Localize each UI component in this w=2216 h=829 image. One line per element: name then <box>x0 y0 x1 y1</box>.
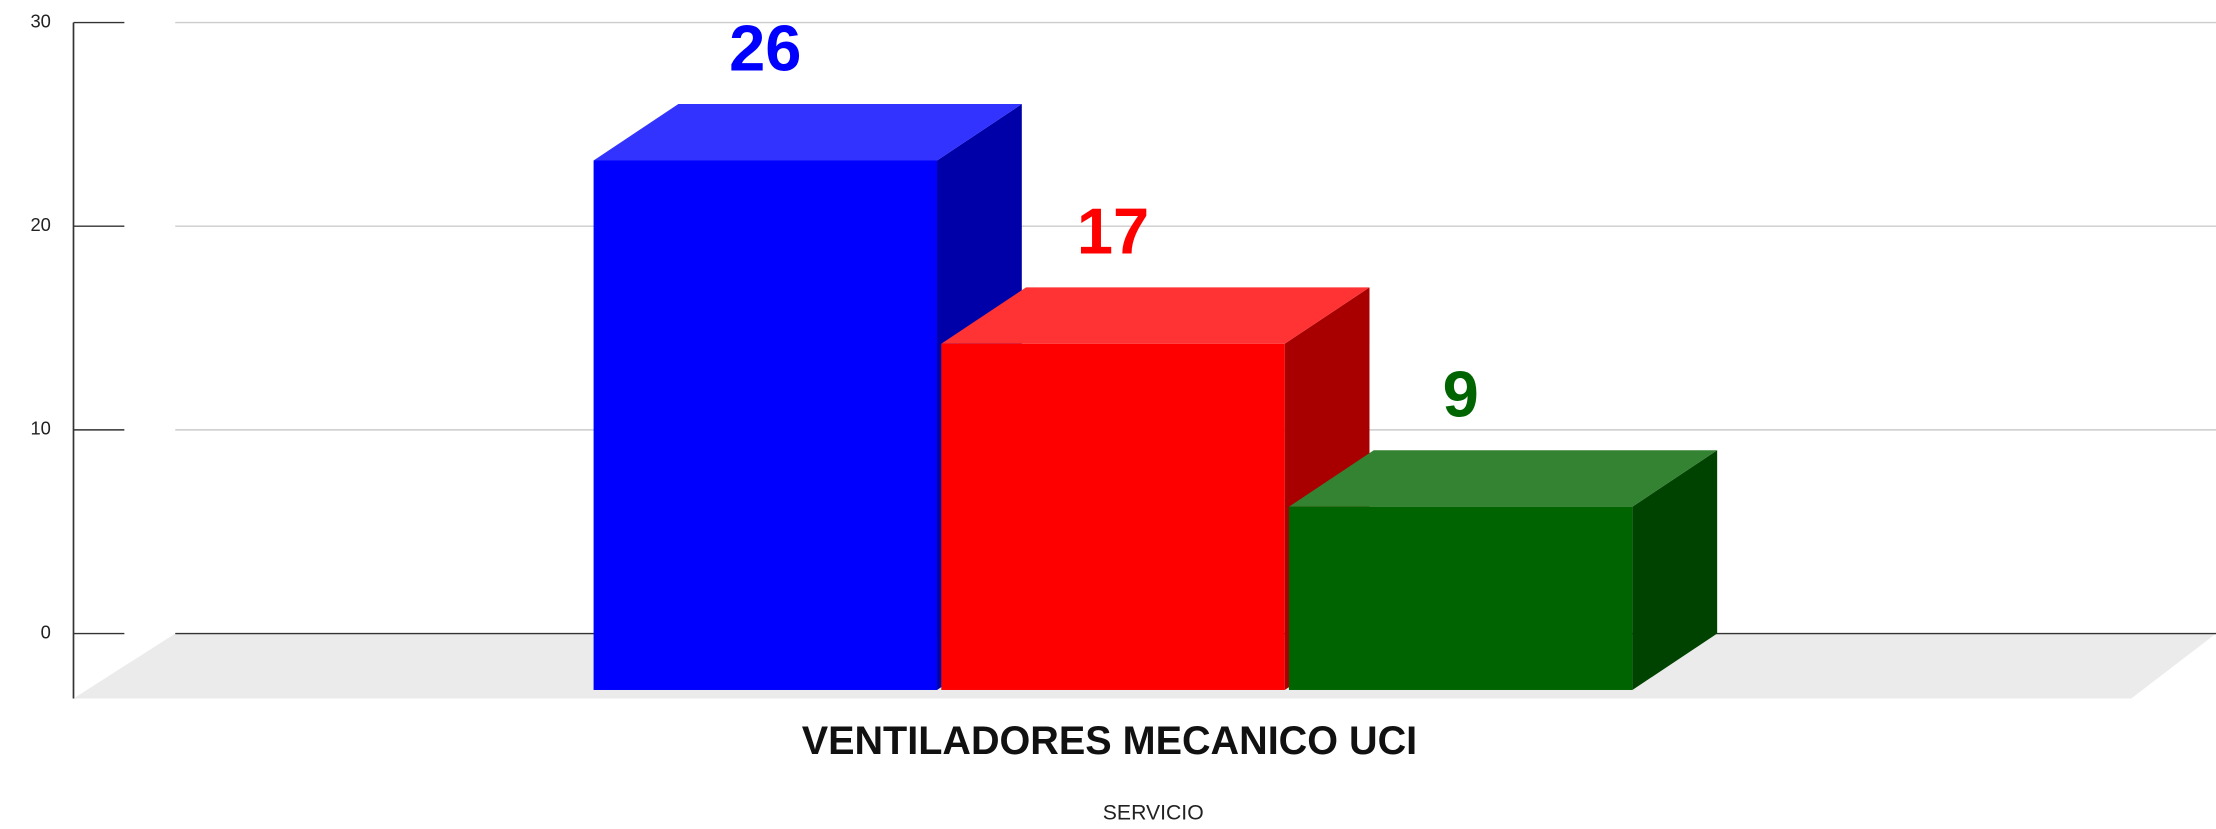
x-tick-label: VENTILADORES MECANICO UCI <box>802 719 1417 763</box>
bar <box>593 160 938 690</box>
bar <box>1288 506 1633 690</box>
y-tick-label: 0 <box>41 621 51 642</box>
bar-side <box>1632 450 1718 690</box>
bar <box>941 343 1285 690</box>
bar-top <box>941 287 1370 344</box>
x-axis-title: SERVICIO <box>1103 802 1204 824</box>
y-tick-label: 30 <box>30 10 50 31</box>
y-tick-label: 20 <box>30 214 50 235</box>
value-label: 9 <box>1443 358 1479 431</box>
y-tick-label: 10 <box>30 418 50 439</box>
value-label: 17 <box>1077 195 1149 268</box>
value-label: 26 <box>729 11 801 84</box>
plot: 0 10 20 30 26 17 9 VENTILADORES MECANICO UCI SER… <box>30 10 2216 825</box>
bar-top <box>1288 450 1718 507</box>
bar-top <box>593 104 1022 161</box>
